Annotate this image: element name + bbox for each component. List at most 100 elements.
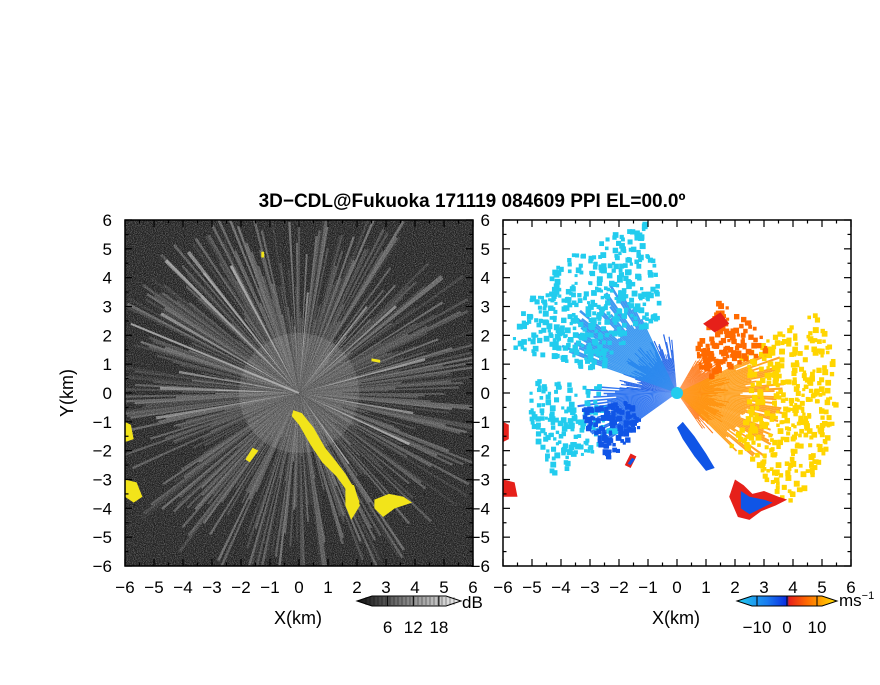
right-amber-ray [677, 393, 765, 431]
right-yellow-pixel [807, 379, 812, 384]
left-ray [299, 393, 334, 433]
left-ray [224, 393, 299, 411]
right-yellow-pixel [750, 406, 755, 410]
right-yellow-pixel [805, 469, 810, 473]
right-blue-pixel [618, 431, 624, 437]
right-yellow-pixel [762, 424, 769, 430]
right-yellow-pixel [748, 427, 753, 432]
right-cyan-pixel [618, 268, 623, 273]
right-amber-ray [677, 393, 738, 452]
right-cyan-pixel [542, 319, 549, 326]
left-ray [202, 393, 299, 455]
right-amber-ray [677, 372, 780, 393]
right-yellow-pixel [817, 381, 822, 386]
right-yellow-pixel [771, 365, 777, 371]
right-blue-pixel [587, 416, 592, 421]
right-yellow-pixel [799, 366, 805, 372]
right-yellow-pixel [812, 349, 819, 356]
left-x-tick-labels: −6 −5 −4 −3 −2 −1 0 1 2 3 4 5 6 [115, 578, 477, 597]
left-ray [191, 342, 299, 393]
left-ray [271, 298, 299, 393]
right-yellow-pixel [764, 372, 771, 379]
right-cyan-pixel [645, 254, 650, 258]
right-amber-ray [677, 380, 757, 393]
right-cyan-pixel [593, 410, 598, 416]
right-cyan-pixel [545, 434, 551, 441]
right-cyan-pixel [560, 417, 567, 423]
left-ray [287, 269, 299, 393]
right-yellow-pixel [744, 446, 750, 452]
right-orange-pixel [716, 328, 721, 334]
right-orange-pixel [746, 320, 752, 326]
right-yellow-pixel [752, 394, 758, 401]
left-ray [299, 393, 321, 432]
right-cyan-pixel [604, 332, 610, 338]
right-cyan-pixel [561, 451, 566, 456]
left-ray [299, 393, 357, 409]
left-ray [299, 370, 400, 393]
right-cyan-pixel [540, 295, 545, 300]
left-ray [299, 304, 322, 393]
left-ray [299, 393, 365, 413]
right-cyan-pixel [535, 431, 542, 437]
right-blue-ray [619, 389, 677, 393]
right-cyan-pixel [512, 337, 517, 341]
right-yellow-pixel [774, 340, 781, 346]
right-cyan-pixel [571, 253, 576, 258]
right-cyan-pixel [655, 284, 660, 289]
left-ray [299, 393, 395, 428]
left-ray [207, 234, 299, 393]
left-ray [246, 393, 299, 534]
right-yellow-pixel [751, 409, 755, 413]
left-ray [299, 235, 341, 393]
left-bright-ray [299, 393, 410, 446]
left-ray [299, 393, 357, 430]
right-cyan-pixel [609, 289, 614, 293]
right-blue-pixel [589, 421, 593, 425]
right-orange-ray [677, 362, 707, 393]
right-yellow-pixel [809, 469, 815, 475]
right-yellow-pixel [748, 435, 755, 441]
right-blue-ray [668, 336, 677, 393]
right-orange-ray [677, 393, 700, 420]
left-ray [299, 304, 344, 393]
right-yellow-pixel [813, 338, 818, 343]
right-cyan-pixel [618, 290, 623, 295]
left-ray [299, 393, 418, 398]
left-colorbar: 6 12 18 dB [355, 593, 483, 637]
right-cyan-pixel [554, 382, 559, 387]
left-ray [299, 267, 392, 393]
left-ray [299, 393, 363, 475]
right-orange-pixel [759, 335, 763, 340]
right-amber-ray [677, 387, 783, 393]
left-ray [142, 284, 299, 393]
right-cyan-pixel [558, 294, 562, 298]
left-ray [299, 274, 465, 393]
right-blue-pixel [634, 419, 639, 423]
right-cyan-pixel [592, 349, 597, 354]
right-orange-ray [677, 372, 702, 393]
right-yellow-pixel [826, 424, 830, 428]
right-blue-pixel [591, 416, 596, 421]
left-ray [299, 337, 305, 393]
left-ray [299, 285, 426, 393]
left-ray [247, 393, 299, 566]
right-yellow-pixel [776, 481, 780, 486]
right-cyan-pixel [561, 446, 567, 452]
right-yellow-pixel [750, 456, 756, 462]
left-ray [205, 235, 299, 393]
right-yellow-pixel [762, 473, 768, 479]
right-yellow-pixel [790, 362, 796, 368]
right-cyan-pixel [601, 349, 607, 356]
right-y-tick-label: 2 [481, 326, 490, 345]
right-yellow-pixel [817, 445, 822, 449]
left-ray [299, 351, 472, 393]
right-cyan-pixel [521, 339, 527, 345]
left-bright-ray [229, 265, 299, 393]
right-blue-pixel [605, 450, 612, 457]
right-cyan-pixel [540, 352, 546, 358]
right-orange-pixel [742, 342, 747, 348]
right-yellow-pixel [780, 379, 786, 385]
left-axis-ticks [124, 219, 474, 567]
right-orange-pixel [713, 367, 718, 372]
